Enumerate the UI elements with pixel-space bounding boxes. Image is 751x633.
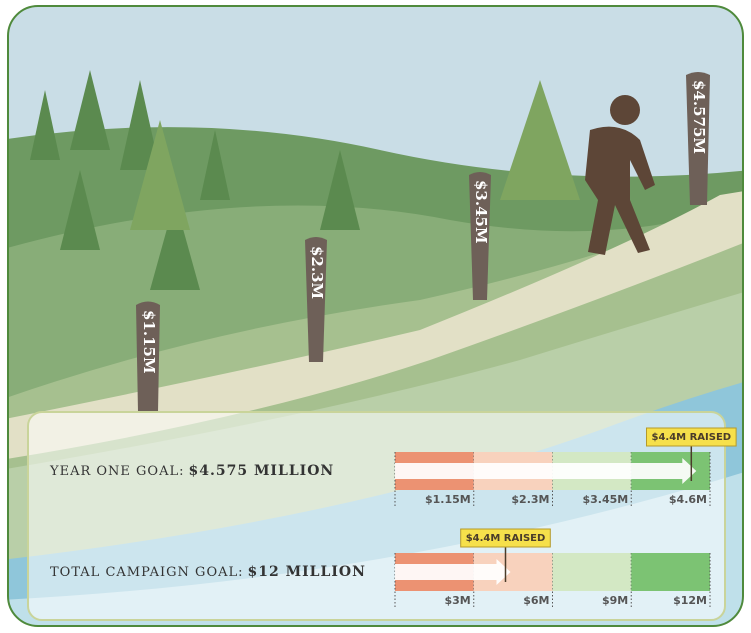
post-label: $4.575M — [690, 80, 708, 154]
goal-title: YEAR ONE GOAL: $4.575 MILLION — [49, 463, 334, 479]
goal-label: TOTAL CAMPAIGN GOAL: — [50, 565, 244, 580]
tick-label: $3.45M — [583, 493, 629, 506]
tick-label: $4.6M — [669, 493, 707, 506]
tick-label: $6M — [523, 594, 549, 607]
goal-title: TOTAL CAMPAIGN GOAL: $12 MILLION — [50, 564, 366, 580]
segment — [553, 553, 632, 591]
infographic: $1.15M $2.3M $3.45M $4.575M YEAR ONE GOA… — [0, 0, 751, 633]
tick-label: $2.3M — [511, 493, 549, 506]
post-label: $1.15M — [140, 310, 158, 374]
segment — [631, 553, 710, 591]
goal-label: YEAR ONE GOAL: — [49, 464, 184, 479]
goal-amount: $4.575 MILLION — [188, 463, 334, 479]
raised-label: $4.4M RAISED — [651, 432, 731, 443]
post-label: $3.45M — [472, 180, 490, 244]
tick-label: $1.15M — [425, 493, 471, 506]
tick-label: $12M — [673, 594, 707, 607]
tick-label: $3M — [444, 594, 470, 607]
post-label: $2.3M — [308, 246, 326, 299]
goal-amount: $12 MILLION — [248, 564, 366, 580]
tick-label: $9M — [602, 594, 628, 607]
raised-label: $4.4M RAISED — [466, 533, 546, 544]
